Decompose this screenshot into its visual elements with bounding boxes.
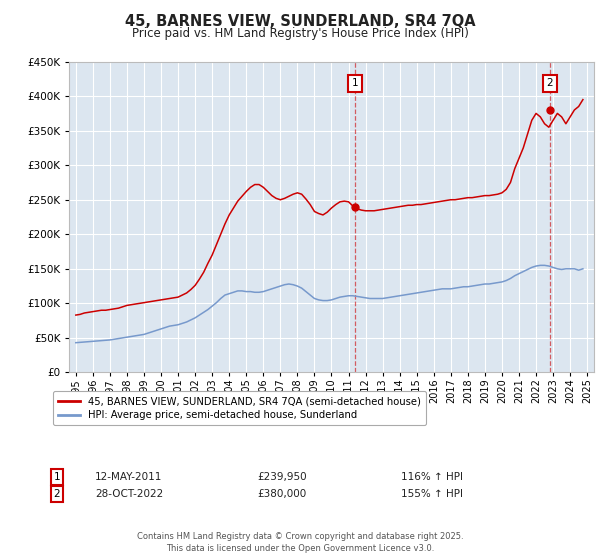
Text: 2: 2 bbox=[547, 78, 553, 88]
Legend: 45, BARNES VIEW, SUNDERLAND, SR4 7QA (semi-detached house), HPI: Average price, : 45, BARNES VIEW, SUNDERLAND, SR4 7QA (se… bbox=[53, 391, 426, 426]
Text: 12-MAY-2011: 12-MAY-2011 bbox=[95, 472, 163, 482]
Text: 1: 1 bbox=[352, 78, 358, 88]
Text: 45, BARNES VIEW, SUNDERLAND, SR4 7QA: 45, BARNES VIEW, SUNDERLAND, SR4 7QA bbox=[125, 14, 475, 29]
Text: £239,950: £239,950 bbox=[257, 472, 307, 482]
Text: 1: 1 bbox=[53, 472, 61, 482]
Text: 2: 2 bbox=[53, 489, 61, 499]
Text: 116% ↑ HPI: 116% ↑ HPI bbox=[401, 472, 463, 482]
Text: 155% ↑ HPI: 155% ↑ HPI bbox=[401, 489, 463, 499]
Text: £380,000: £380,000 bbox=[257, 489, 307, 499]
Text: Contains HM Land Registry data © Crown copyright and database right 2025.
This d: Contains HM Land Registry data © Crown c… bbox=[137, 532, 463, 553]
Text: 28-OCT-2022: 28-OCT-2022 bbox=[95, 489, 163, 499]
Text: Price paid vs. HM Land Registry's House Price Index (HPI): Price paid vs. HM Land Registry's House … bbox=[131, 27, 469, 40]
